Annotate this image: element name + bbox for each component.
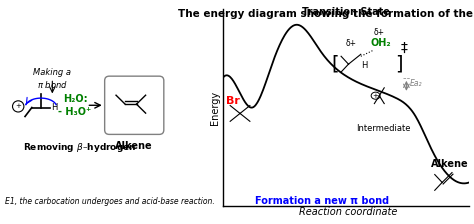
Text: Transition State: Transition State	[302, 7, 390, 17]
Text: H: H	[361, 61, 367, 70]
Y-axis label: Energy: Energy	[210, 90, 220, 125]
Text: Reaction coordinate: Reaction coordinate	[299, 207, 398, 217]
Text: Making a
$\pi$ bond: Making a $\pi$ bond	[33, 68, 71, 90]
Text: Ea₂: Ea₂	[410, 79, 423, 88]
Text: ‡: ‡	[400, 41, 407, 55]
Text: ]: ]	[395, 55, 403, 74]
Text: Formation a new π bond: Formation a new π bond	[255, 196, 389, 206]
Text: H: H	[51, 103, 57, 112]
Text: +: +	[373, 93, 379, 99]
Text: - H₃O⁺: - H₃O⁺	[58, 107, 91, 117]
Text: Alkene: Alkene	[116, 141, 153, 151]
Text: Intermediate: Intermediate	[356, 124, 410, 133]
FancyBboxPatch shape	[105, 76, 164, 134]
Text: H₂O:: H₂O:	[63, 94, 87, 103]
Text: E1, the carbocation undergoes and acid-base reaction.: E1, the carbocation undergoes and acid-b…	[5, 197, 214, 206]
Text: δ+: δ+	[346, 39, 357, 48]
Text: OH₂: OH₂	[371, 38, 392, 48]
Text: δ+: δ+	[373, 28, 384, 37]
Text: +: +	[15, 103, 21, 109]
Text: [: [	[331, 55, 339, 74]
Text: Removing $\beta$–hydrogen: Removing $\beta$–hydrogen	[23, 141, 136, 154]
Text: Alkene: Alkene	[431, 159, 468, 169]
Text: Br: Br	[226, 96, 239, 106]
Text: The energy diagram showing the formation of the π bond: The energy diagram showing the formation…	[178, 9, 474, 19]
